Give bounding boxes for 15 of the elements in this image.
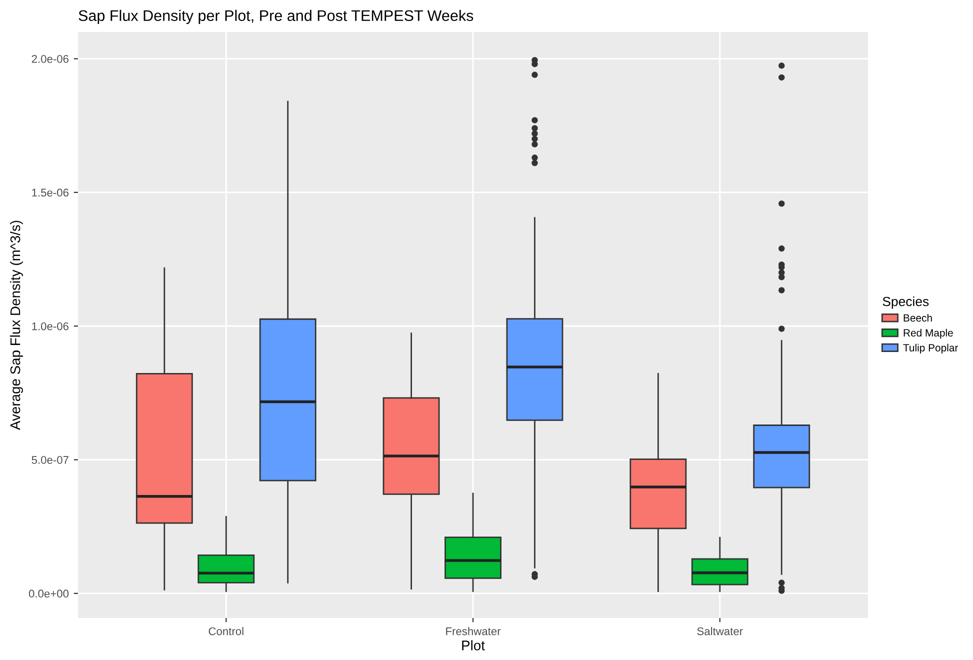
legend-label: Red Maple [904, 328, 953, 339]
y-tick-label: 5.0e-07 [32, 456, 68, 464]
x-tick-label: Saltwater [697, 627, 743, 636]
y-tick-label: 2.0e-06 [32, 55, 68, 63]
y-tick-label: 1.5e-06 [32, 188, 68, 197]
y-axis-title: Average Sap Flux Density (m^3/s) [10, 220, 23, 430]
chart-title: Sap Flux Density per Plot, Pre and Post TEMPEST Weeks [78, 10, 474, 24]
x-tick-label: Freshwater [446, 627, 501, 636]
y-tick-label: 1.0e-06 [32, 322, 68, 330]
x-tick-label: Control [208, 627, 244, 636]
y-tick-label: 0.0e+00 [28, 590, 69, 598]
legend-label: Tulip Poplar [903, 344, 958, 354]
x-axis-title: Plot [462, 640, 485, 650]
legend-title: Species [882, 296, 929, 309]
legend-label: Beech [904, 314, 932, 322]
